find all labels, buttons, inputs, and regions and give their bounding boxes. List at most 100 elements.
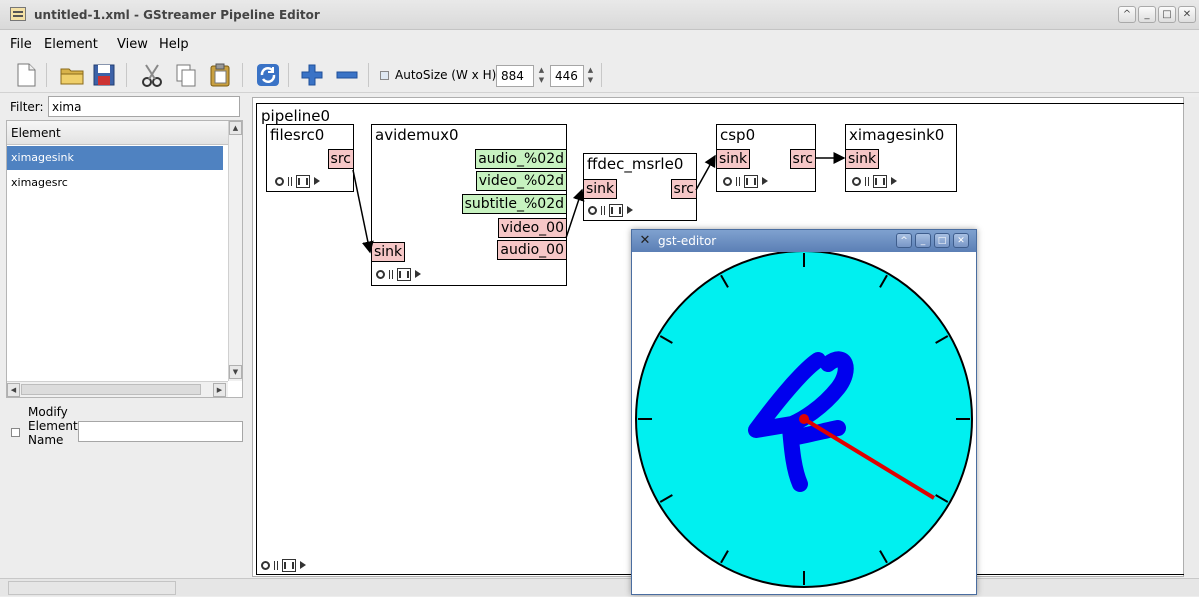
close-button[interactable]: ✕	[953, 233, 969, 248]
close-button[interactable]: ✕	[1178, 6, 1196, 23]
shade-button[interactable]: ^	[1118, 6, 1136, 23]
minimize-button[interactable]: _	[915, 233, 931, 248]
maximize-button[interactable]: □	[934, 233, 950, 248]
menu-file[interactable]: File	[10, 37, 32, 52]
state-play-icon[interactable]	[314, 177, 320, 185]
element-avidemux0[interactable]: avidemux0 audio_%02d video_%02d subtitle…	[371, 124, 567, 286]
state-pause-icon[interactable]	[288, 176, 292, 186]
element-ffdec-msrle0[interactable]: ffdec_msrle0 sink src	[583, 153, 697, 221]
state-null-icon[interactable]	[723, 176, 732, 186]
list-horizontal-scrollbar[interactable]: ◀ ▶	[7, 381, 228, 397]
pad-sink[interactable]: sink	[583, 179, 618, 199]
state-pause-icon[interactable]	[736, 176, 740, 186]
pipeline-controls[interactable]	[261, 558, 306, 572]
menu-element[interactable]: Element	[44, 37, 98, 52]
element-controls[interactable]	[376, 267, 421, 281]
filter-input[interactable]	[48, 96, 240, 117]
pad-src[interactable]: src	[789, 149, 816, 169]
clock-image	[635, 250, 973, 588]
cut-icon[interactable]	[138, 61, 166, 89]
pad-audio-00[interactable]: audio_00	[497, 240, 567, 260]
width-spin-arrows[interactable]: ▲ ▼	[538, 66, 545, 84]
state-play-icon[interactable]	[415, 270, 421, 278]
element-controls[interactable]	[723, 174, 768, 188]
state-null-icon[interactable]	[261, 560, 270, 570]
list-item[interactable]: ximagesrc	[11, 176, 68, 189]
pad-audio-template[interactable]: audio_%02d	[475, 149, 567, 169]
new-icon[interactable]	[12, 61, 40, 89]
pad-video-00[interactable]: video_00	[497, 218, 567, 238]
scroll-down-icon[interactable]: ▼	[229, 365, 242, 379]
list-item[interactable]: ximagesink	[7, 146, 223, 170]
scroll-up-icon[interactable]: ▲	[229, 121, 242, 135]
menu-help[interactable]: Help	[159, 37, 189, 52]
pad-video-template[interactable]: video_%02d	[475, 171, 567, 191]
modify-name-checkbox[interactable]	[11, 428, 20, 437]
state-play-icon[interactable]	[762, 177, 768, 185]
element-controls[interactable]	[852, 174, 897, 188]
state-play-icon[interactable]	[627, 206, 633, 214]
pad-subtitle-template[interactable]: subtitle_%02d	[461, 194, 567, 214]
gst-title-bar[interactable]: ✕ gst-editor ^ _ □ ✕	[632, 230, 976, 252]
height-spinbox[interactable]: 446	[550, 65, 584, 87]
width-spinbox[interactable]: 884	[496, 65, 534, 87]
element-controls[interactable]	[275, 174, 320, 188]
element-ximagesink0[interactable]: ximagesink0 sink	[845, 124, 957, 192]
pad-sink[interactable]: sink	[845, 149, 880, 169]
save-icon[interactable]	[90, 61, 118, 89]
add-icon[interactable]	[298, 61, 326, 89]
scroll-left-icon[interactable]: ◀	[7, 383, 20, 397]
paste-icon[interactable]	[206, 61, 234, 89]
state-stop-icon[interactable]	[609, 203, 623, 217]
pad-src[interactable]: src	[670, 179, 697, 199]
state-pause-icon[interactable]	[865, 176, 869, 186]
element-column-header[interactable]: Element	[7, 121, 228, 145]
state-null-icon[interactable]	[275, 176, 284, 186]
list-vertical-scrollbar[interactable]: ▲ ▼	[228, 121, 242, 381]
menu-view[interactable]: View	[117, 37, 148, 52]
copy-icon[interactable]	[172, 61, 200, 89]
modify-label-line: Name	[28, 433, 64, 447]
state-null-icon[interactable]	[376, 269, 385, 279]
video-output	[632, 250, 976, 594]
horizontal-scroll-thumb[interactable]	[21, 384, 201, 395]
clock-tick	[659, 335, 673, 344]
pad-src[interactable]: src	[327, 149, 354, 169]
toolbar: AutoSize (W x H) 884 ▲ ▼ 446 ▲ ▼	[0, 57, 1199, 93]
element-list[interactable]: Element ximagesink ximagesrc ▲ ▼ ◀ ▶	[6, 120, 243, 398]
scroll-right-icon[interactable]: ▶	[213, 383, 226, 397]
state-null-icon[interactable]	[852, 176, 861, 186]
modify-label-line: Element	[28, 419, 78, 433]
open-icon[interactable]	[58, 61, 86, 89]
refresh-icon[interactable]	[254, 61, 282, 89]
state-stop-icon[interactable]	[873, 174, 887, 188]
element-title: filesrc0	[270, 126, 325, 144]
toolbar-separator	[288, 63, 289, 87]
pad-sink[interactable]: sink	[716, 149, 751, 169]
maximize-button[interactable]: □	[1158, 6, 1176, 23]
element-filesrc0[interactable]: filesrc0 src	[266, 124, 354, 192]
state-stop-icon[interactable]	[744, 174, 758, 188]
minimize-button[interactable]: _	[1138, 6, 1156, 23]
state-play-icon[interactable]	[300, 561, 306, 569]
canvas-scrollbar[interactable]	[1184, 97, 1199, 577]
pad-sink[interactable]: sink	[371, 242, 406, 262]
modify-label-line: Modify	[28, 405, 68, 419]
element-csp0[interactable]: csp0 sink src	[716, 124, 816, 192]
shade-button[interactable]: ^	[896, 233, 912, 248]
pipeline-label: pipeline0	[261, 107, 331, 125]
element-controls[interactable]	[588, 203, 633, 217]
state-stop-icon[interactable]	[397, 267, 411, 281]
state-pause-icon[interactable]	[389, 269, 393, 279]
element-name-input[interactable]	[78, 421, 243, 442]
state-null-icon[interactable]	[588, 205, 597, 215]
autosize-checkbox[interactable]	[380, 71, 389, 80]
state-pause-icon[interactable]	[274, 560, 278, 570]
state-stop-icon[interactable]	[282, 558, 296, 572]
gst-editor-window[interactable]: ✕ gst-editor ^ _ □ ✕	[631, 229, 977, 595]
state-stop-icon[interactable]	[296, 174, 310, 188]
state-play-icon[interactable]	[891, 177, 897, 185]
remove-icon[interactable]	[333, 61, 361, 89]
state-pause-icon[interactable]	[601, 205, 605, 215]
height-spin-arrows[interactable]: ▲ ▼	[587, 66, 594, 84]
